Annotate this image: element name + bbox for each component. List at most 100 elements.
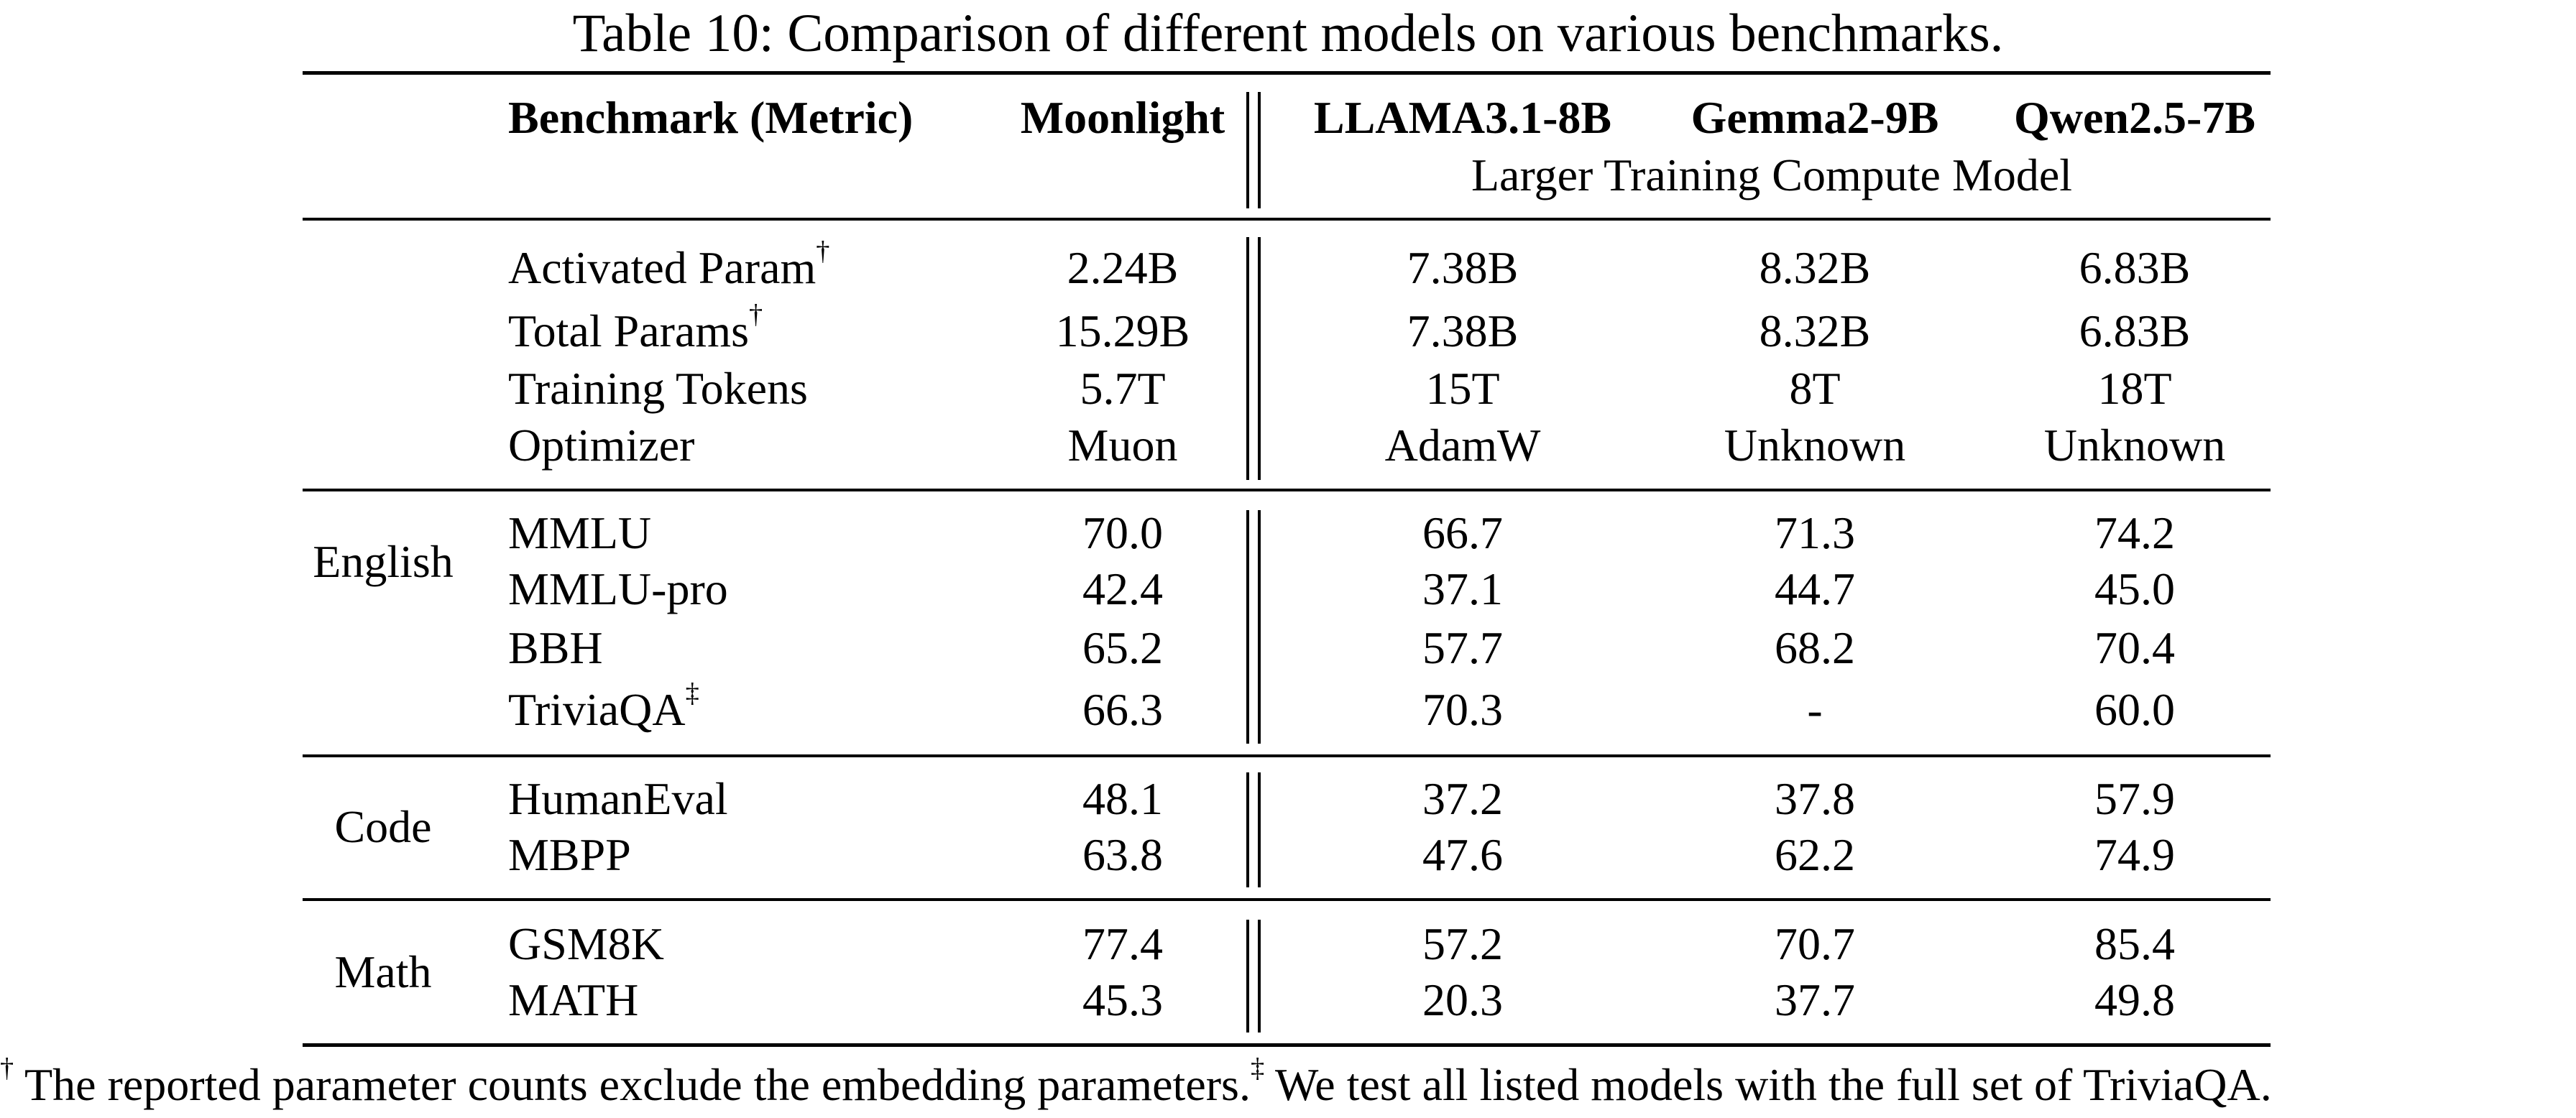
header-divider-2 bbox=[1258, 92, 1261, 208]
meta-divider-1 bbox=[1246, 237, 1249, 480]
section-math-divider-2 bbox=[1258, 920, 1261, 1032]
dagger-mark: † bbox=[0, 1053, 14, 1084]
section-english-label: English bbox=[313, 536, 454, 587]
section-code-row-2-moonlight: 63.8 bbox=[1082, 829, 1163, 880]
section-english-row-2-moonlight: 42.4 bbox=[1082, 563, 1163, 614]
meta-row-3-llama: 15T bbox=[1425, 363, 1500, 414]
section-code-row-1-moonlight: 48.1 bbox=[1082, 773, 1163, 824]
meta-row-4-gemma: Unknown bbox=[1724, 420, 1906, 471]
section-code-label: Code bbox=[334, 801, 432, 852]
meta-row-2-moonlight: 15.29B bbox=[1055, 305, 1190, 356]
section-english-row-4-gemma: - bbox=[1807, 684, 1823, 735]
meta-row-3-name: Training Tokens bbox=[508, 360, 808, 417]
section-math-row-1-name: GSM8K bbox=[508, 915, 664, 973]
meta-row-1-llama: 7.38B bbox=[1407, 242, 1519, 293]
header-benchmark: Benchmark (Metric) bbox=[508, 92, 914, 143]
section-english-divider-2 bbox=[1258, 510, 1261, 744]
section-code-row-1-label: HumanEval bbox=[508, 773, 728, 824]
section-math-row-1-llama: 57.2 bbox=[1422, 918, 1503, 969]
footnote-ddagger-text: We test all listed models with the full … bbox=[1264, 1059, 2272, 1110]
meta-row-3-gemma: 8T bbox=[1789, 363, 1841, 414]
section-code-row-2-qwen: 74.9 bbox=[2094, 829, 2175, 880]
meta-row-1-moonlight: 2.24B bbox=[1067, 242, 1179, 293]
section-english-row-2-llama: 37.1 bbox=[1422, 563, 1503, 614]
english-rule bbox=[303, 754, 2271, 757]
section-english-divider-1 bbox=[1246, 510, 1249, 744]
section-math-label: Math bbox=[334, 946, 432, 997]
section-math-divider-1 bbox=[1246, 920, 1249, 1032]
header-divider-1 bbox=[1246, 92, 1249, 208]
meta-row-2-name: Total Params† bbox=[508, 299, 763, 360]
meta-row-4-name: Optimizer bbox=[508, 417, 694, 474]
section-english-row-2-qwen: 45.0 bbox=[2094, 563, 2175, 614]
section-english-row-3-llama: 57.7 bbox=[1422, 622, 1503, 673]
section-code-row-2-llama: 47.6 bbox=[1422, 829, 1503, 880]
meta-row-2-llama: 7.38B bbox=[1407, 305, 1519, 356]
section-code-row-2-name: MBPP bbox=[508, 826, 631, 884]
table-caption: Table 10: Comparison of different models… bbox=[572, 4, 2004, 63]
header-qwen: Qwen2.5-7B bbox=[2014, 92, 2255, 143]
section-english-row-2-gemma: 44.7 bbox=[1775, 563, 1855, 614]
section-english-row-4-qwen: 60.0 bbox=[2094, 684, 2175, 735]
code-rule bbox=[303, 898, 2271, 901]
section-code-row-1-llama: 37.2 bbox=[1422, 773, 1503, 824]
section-code-row-1-name: HumanEval bbox=[508, 770, 728, 828]
header-moonlight: Moonlight bbox=[1020, 92, 1225, 143]
section-code-row-2-gemma: 62.2 bbox=[1775, 829, 1855, 880]
top-rule bbox=[303, 71, 2271, 75]
section-english-row-1-moonlight: 70.0 bbox=[1082, 507, 1163, 558]
meta-row-2-label: Total Params bbox=[508, 305, 749, 356]
section-english-row-3-label: BBH bbox=[508, 622, 603, 673]
section-english-row-1-llama: 66.7 bbox=[1422, 507, 1503, 558]
meta-row-1-gemma: 8.32B bbox=[1759, 242, 1871, 293]
section-english-row-4-moonlight: 66.3 bbox=[1082, 684, 1163, 735]
section-code-divider-2 bbox=[1258, 772, 1261, 887]
meta-row-2-qwen: 6.83B bbox=[2079, 305, 2191, 356]
section-english-row-1-qwen: 74.2 bbox=[2094, 507, 2175, 558]
section-english-row-3-gemma: 68.2 bbox=[1775, 622, 1855, 673]
section-english-row-1-label: MMLU bbox=[508, 507, 652, 558]
meta-row-2-gemma: 8.32B bbox=[1759, 305, 1871, 356]
header-rule bbox=[303, 218, 2271, 221]
meta-row-3-moonlight: 5.7T bbox=[1080, 363, 1166, 414]
meta-row-1-qwen: 6.83B bbox=[2079, 242, 2191, 293]
meta-row-3-qwen: 18T bbox=[2097, 363, 2172, 414]
meta-row-4-qwen: Unknown bbox=[2043, 420, 2226, 471]
footnote-dagger-text: The reported parameter counts exclude th… bbox=[14, 1059, 1251, 1110]
meta-row-3-label: Training Tokens bbox=[508, 363, 808, 414]
meta-row-4-label: Optimizer bbox=[508, 420, 695, 471]
section-math-row-1-label: GSM8K bbox=[508, 918, 664, 969]
meta-row-4-llama: AdamW bbox=[1384, 420, 1541, 471]
section-math-row-2-qwen: 49.8 bbox=[2094, 974, 2175, 1025]
section-english-row-4-label: TriviaQA bbox=[508, 684, 686, 735]
section-code-divider-1 bbox=[1246, 772, 1249, 887]
meta-row-1-name: Activated Param† bbox=[508, 237, 829, 297]
meta-divider-2 bbox=[1258, 237, 1261, 480]
meta-row-2-footnote-mark: † bbox=[749, 299, 763, 330]
section-math-row-2-moonlight: 45.3 bbox=[1082, 974, 1163, 1025]
section-english-row-4-name: TriviaQA‡ bbox=[508, 679, 699, 739]
section-math-row-2-gemma: 37.7 bbox=[1775, 974, 1855, 1025]
section-math-row-1-gemma: 70.7 bbox=[1775, 918, 1855, 969]
section-math-row-2-llama: 20.3 bbox=[1422, 974, 1503, 1025]
meta-row-4-moonlight: Muon bbox=[1067, 420, 1178, 471]
section-code-row-1-qwen: 57.9 bbox=[2094, 773, 2175, 824]
section-math-row-2-label: MATH bbox=[508, 974, 639, 1025]
section-english-row-2-label: MMLU-pro bbox=[508, 563, 728, 614]
section-english-row-1-name: MMLU bbox=[508, 504, 651, 562]
header-group-label: Larger Training Compute Model bbox=[1471, 149, 2073, 200]
section-code-row-1-gemma: 37.8 bbox=[1775, 773, 1855, 824]
section-english-row-3-qwen: 70.4 bbox=[2094, 622, 2175, 673]
section-english-row-3-moonlight: 65.2 bbox=[1082, 622, 1163, 673]
section-math-row-2-name: MATH bbox=[508, 971, 638, 1029]
section-code-row-2-label: MBPP bbox=[508, 829, 631, 880]
section-english-row-1-gemma: 71.3 bbox=[1775, 507, 1855, 558]
section-english-row-2-name: MMLU-pro bbox=[508, 560, 728, 618]
meta-rule bbox=[303, 489, 2271, 491]
section-math-row-1-moonlight: 77.4 bbox=[1082, 918, 1163, 969]
section-math-row-1-qwen: 85.4 bbox=[2094, 918, 2175, 969]
header-llama: LLAMA3.1-8B bbox=[1313, 92, 1612, 143]
section-english-row-3-name: BBH bbox=[508, 619, 603, 677]
table-footnote: † The reported parameter counts exclude … bbox=[0, 1053, 2576, 1114]
header-gemma: Gemma2-9B bbox=[1690, 92, 1939, 143]
